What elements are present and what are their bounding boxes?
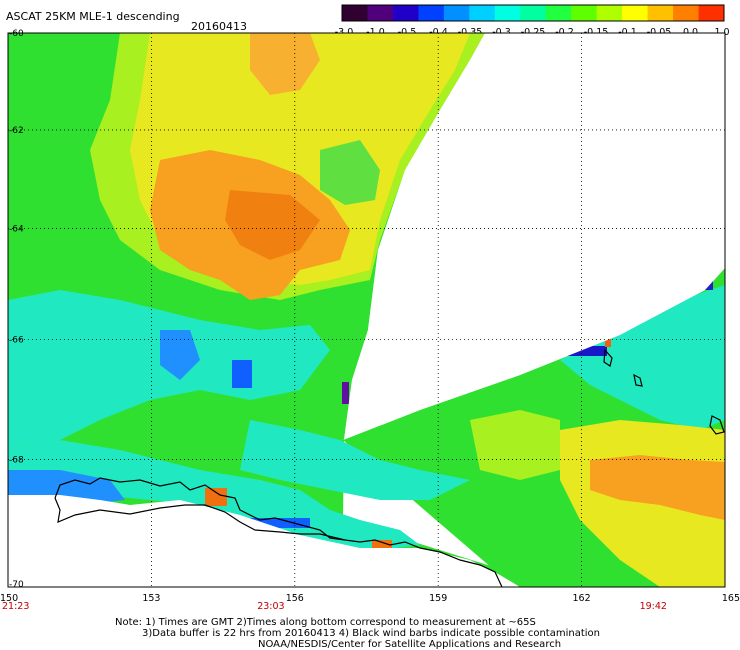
note-line-3: NOAA/NESDIS/Center for Satellite Applica… bbox=[258, 639, 561, 650]
colorbar-swatch bbox=[596, 5, 623, 21]
time-label: 23:03 bbox=[257, 601, 284, 612]
no-data-south bbox=[8, 500, 520, 587]
orange-region-east bbox=[590, 455, 725, 520]
coastline-ice-shelf bbox=[54, 497, 346, 541]
coastline-antarctica bbox=[54, 477, 503, 588]
colorbar-swatch bbox=[571, 5, 598, 21]
colorbar-swatch bbox=[367, 5, 394, 21]
coastline-balleny-1 bbox=[603, 348, 613, 367]
colorbar-swatch bbox=[418, 5, 445, 21]
green-patch-interior bbox=[320, 140, 380, 205]
colorbar-swatch bbox=[545, 5, 572, 21]
coastline-balleny-2 bbox=[633, 373, 643, 387]
cyan-region-mid bbox=[240, 420, 470, 500]
lat-label: -68 bbox=[9, 456, 24, 466]
orange-region-nw bbox=[250, 33, 320, 95]
colorbar-swatch bbox=[342, 5, 368, 21]
colorbar-swatch bbox=[622, 5, 649, 21]
time-label: 19:42 bbox=[640, 601, 667, 612]
orange-coast-patch bbox=[205, 488, 227, 506]
lat-label: -64 bbox=[9, 225, 24, 235]
colorbar-swatch bbox=[392, 5, 419, 21]
map-area bbox=[7, 32, 726, 588]
orange-coast-patch-2 bbox=[372, 540, 392, 550]
no-data-gap bbox=[343, 33, 725, 440]
time-label: 21:23 bbox=[2, 601, 29, 612]
colorbar-swatch bbox=[494, 5, 521, 21]
purple-patch bbox=[342, 382, 349, 404]
note-line-1: Note: 1) Times are GMT 2)Times along bot… bbox=[115, 617, 536, 628]
lat-label: -62 bbox=[9, 126, 24, 136]
note-line-2: 3)Data buffer is 22 hrs from 20160413 4)… bbox=[142, 628, 600, 639]
lon-label: 153 bbox=[142, 593, 160, 604]
graticule bbox=[8, 33, 725, 587]
lon-label: 156 bbox=[286, 593, 304, 604]
colorbar-swatch bbox=[647, 5, 674, 21]
lon-label: 150 bbox=[0, 593, 18, 604]
yellowgreen-region-se bbox=[470, 410, 560, 480]
product-date: 20160413 bbox=[191, 20, 247, 33]
colorbar-swatch bbox=[520, 5, 547, 21]
blue-patch-small bbox=[232, 360, 252, 388]
blue-patch-coast bbox=[250, 518, 310, 528]
time-labels: 21:23 23:03 19:42 bbox=[2, 601, 667, 612]
orange-region-core bbox=[225, 190, 320, 260]
latitude-labels: -60 -62 -64 -66 -68 -70 bbox=[9, 29, 24, 590]
map-frame bbox=[7, 32, 726, 588]
lat-label: -60 bbox=[9, 29, 24, 39]
coastline-balleny-3 bbox=[709, 415, 725, 435]
no-data-south-west bbox=[8, 495, 130, 505]
longitude-labels: 150 153 156 159 162 165 bbox=[0, 593, 740, 604]
lon-label: 162 bbox=[573, 593, 591, 604]
lat-label: -66 bbox=[9, 335, 24, 345]
colorbar-swatch bbox=[469, 5, 496, 21]
lat-label: -70 bbox=[9, 580, 24, 590]
navy-patch-east bbox=[567, 346, 607, 356]
colorbar-swatch bbox=[673, 5, 700, 21]
cyan-region-east bbox=[560, 285, 725, 430]
colorbar bbox=[341, 4, 725, 22]
lon-label: 165 bbox=[722, 593, 740, 604]
colorbar-frame bbox=[341, 4, 725, 22]
blue-patch-center bbox=[160, 330, 200, 380]
lon-label: 159 bbox=[429, 593, 447, 604]
product-title: ASCAT 25KM MLE-1 descending bbox=[6, 10, 180, 23]
colorbar-swatch bbox=[443, 5, 470, 21]
colorbar-swatch bbox=[698, 5, 725, 21]
